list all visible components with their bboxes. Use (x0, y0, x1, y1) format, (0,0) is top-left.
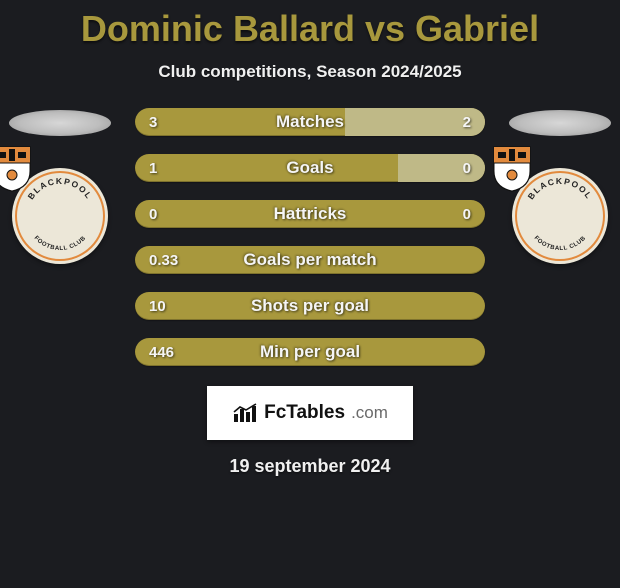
stat-bar: 446 Min per goal (135, 338, 485, 366)
subtitle: Club competitions, Season 2024/2025 (0, 62, 620, 82)
svg-text:BLACKPOOL: BLACKPOOL (526, 176, 595, 201)
stat-label: Goals (135, 154, 485, 182)
svg-text:BLACKPOOL: BLACKPOOL (26, 176, 95, 201)
stat-right-value: 0 (463, 154, 471, 182)
stat-label: Min per goal (135, 338, 485, 366)
date-text: 19 september 2024 (0, 456, 620, 477)
stat-bar: 0 Hattricks 0 (135, 200, 485, 228)
stat-label: Shots per goal (135, 292, 485, 320)
stat-right-value: 2 (463, 108, 471, 136)
stat-bar: 3 Matches 2 (135, 108, 485, 136)
brand-name: FcTables (264, 402, 345, 424)
player-right-silhouette (509, 110, 611, 136)
stat-bars: 3 Matches 2 1 Goals 0 0 Hattricks 0 0.33… (135, 108, 485, 366)
stat-label: Goals per match (135, 246, 485, 274)
player-left-silhouette (9, 110, 111, 136)
comparison-layout: BLACKPOOL FOOTBALL CLUB (0, 108, 620, 477)
crest-shield-icon (0, 143, 34, 193)
club-crest-left: BLACKPOOL FOOTBALL CLUB (12, 168, 108, 264)
player-right-column: BLACKPOOL FOOTBALL CLUB (500, 108, 620, 264)
stat-bar: 10 Shots per goal (135, 292, 485, 320)
player-left-column: BLACKPOOL FOOTBALL CLUB (0, 108, 120, 264)
stat-label: Matches (135, 108, 485, 136)
brand-chart-icon (232, 402, 258, 424)
brand-suffix: .com (351, 403, 388, 423)
crest-shield-icon (490, 143, 534, 193)
stat-right-value: 0 (463, 200, 471, 228)
stat-label: Hattricks (135, 200, 485, 228)
page-title: Dominic Ballard vs Gabriel (0, 8, 620, 50)
svg-text:FOOTBALL CLUB: FOOTBALL CLUB (533, 235, 588, 252)
svg-text:FOOTBALL CLUB: FOOTBALL CLUB (33, 235, 88, 252)
stat-bar: 1 Goals 0 (135, 154, 485, 182)
brand-badge: FcTables .com (207, 386, 413, 440)
stat-bar: 0.33 Goals per match (135, 246, 485, 274)
club-crest-right: BLACKPOOL FOOTBALL CLUB (512, 168, 608, 264)
